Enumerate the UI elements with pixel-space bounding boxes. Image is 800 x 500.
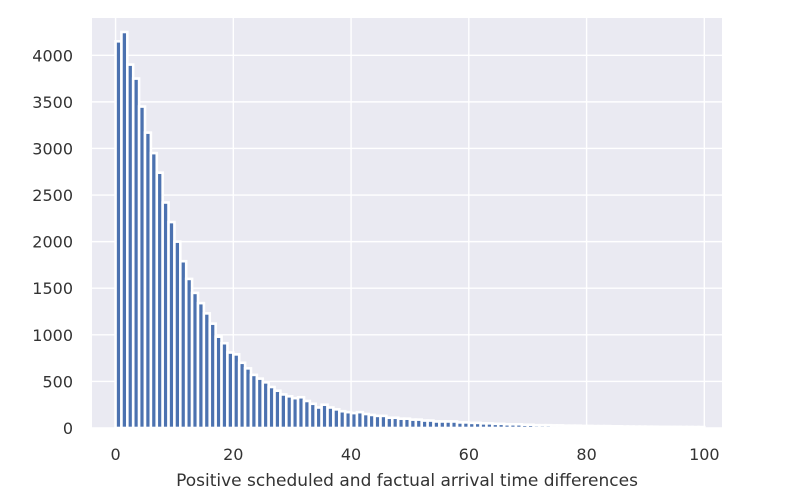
y-tick-labels: 0 500 1000 1500 2000 2500 3000 3500 4000 — [32, 46, 73, 438]
y-tick-label: 1500 — [32, 279, 73, 298]
bars — [114, 30, 706, 430]
y-tick-label: 0 — [63, 419, 73, 438]
x-tick-label: 40 — [341, 445, 361, 464]
y-tick-label: 2000 — [32, 233, 73, 252]
x-tick-label: 80 — [576, 445, 596, 464]
x-tick-label: 20 — [223, 445, 243, 464]
y-tick-label: 3500 — [32, 93, 73, 112]
histogram-bar — [697, 425, 706, 430]
y-tick-label: 1000 — [32, 326, 73, 345]
x-tick-label: 0 — [110, 445, 120, 464]
y-tick-label: 4000 — [32, 46, 73, 65]
x-tick-label: 60 — [459, 445, 479, 464]
y-tick-label: 2500 — [32, 186, 73, 205]
x-tick-label: 100 — [689, 445, 720, 464]
x-tick-labels: 0 20 40 60 80 100 — [110, 445, 719, 464]
y-tick-label: 3000 — [32, 139, 73, 158]
x-axis-label: Positive scheduled and factual arrival t… — [176, 471, 638, 491]
y-tick-label: 500 — [42, 372, 73, 391]
